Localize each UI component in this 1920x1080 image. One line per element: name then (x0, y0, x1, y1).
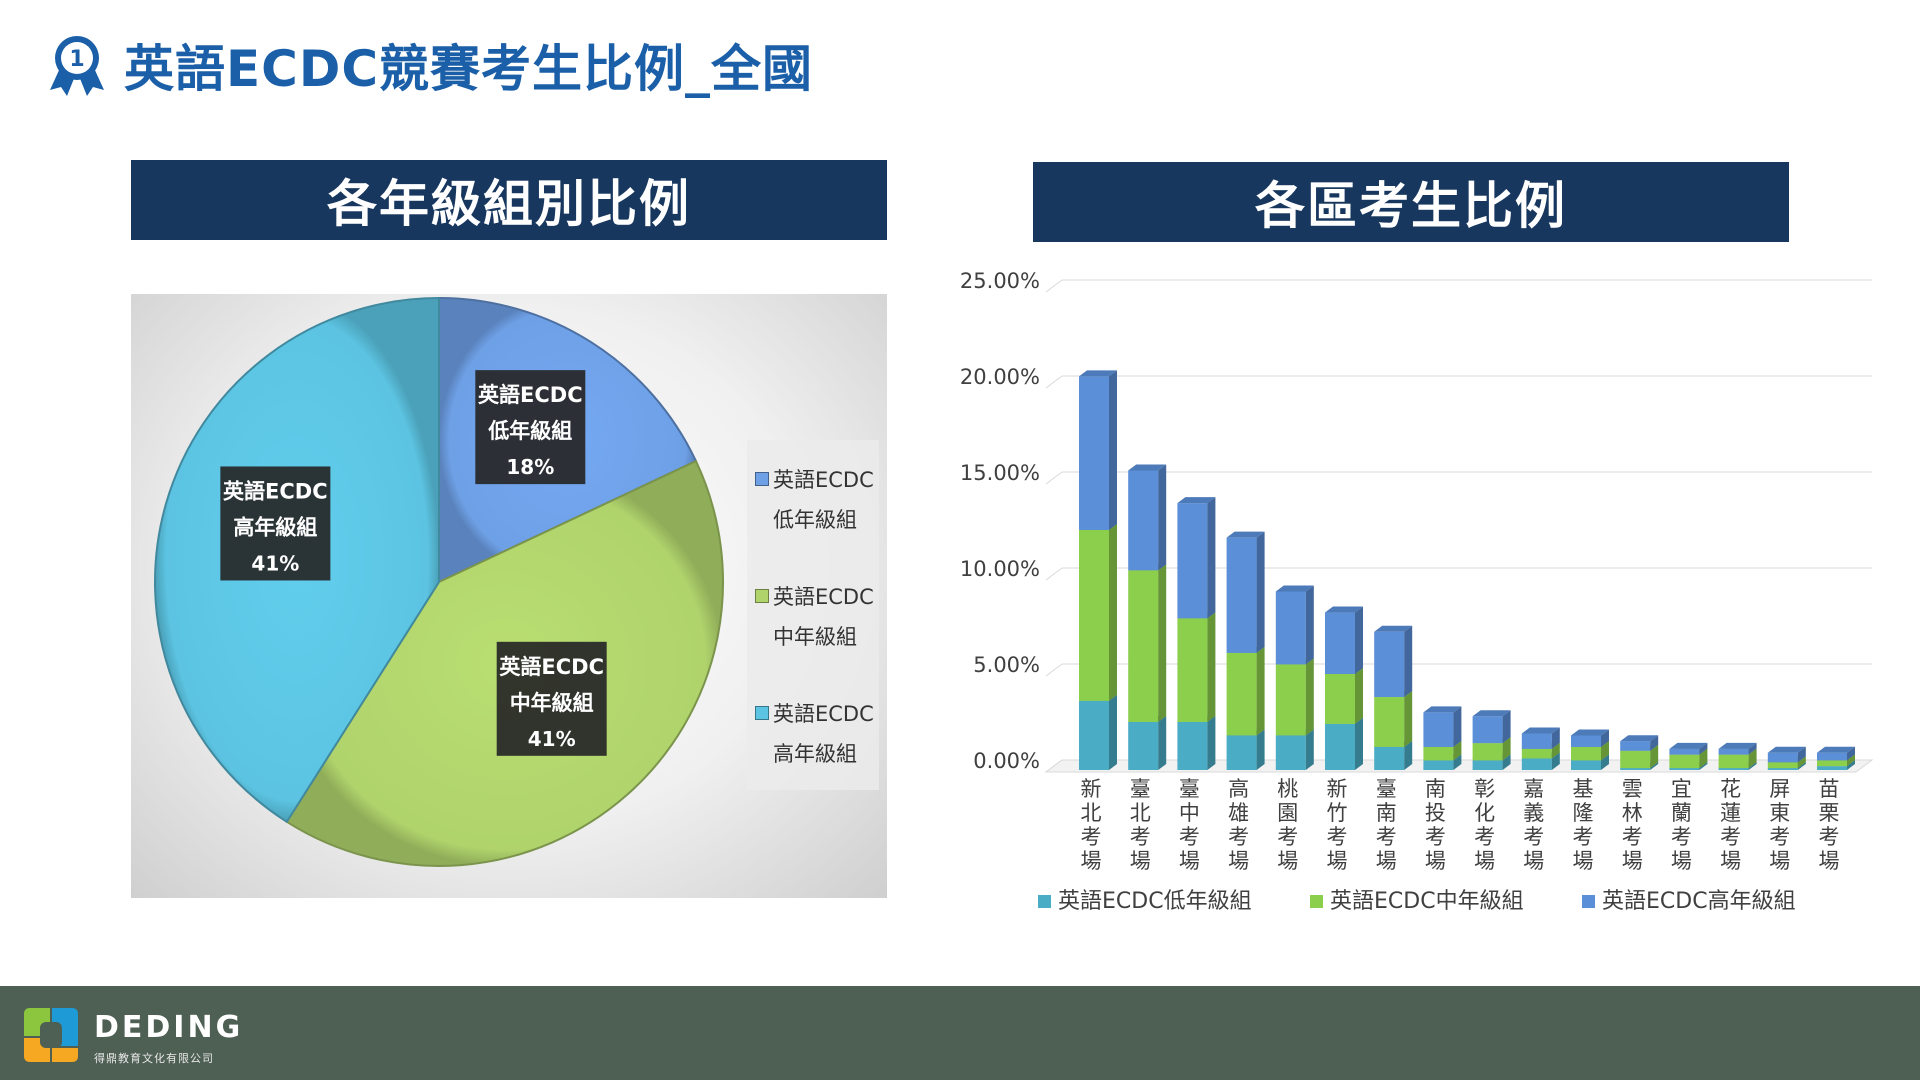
legend-swatch (755, 472, 769, 486)
bar-segment (1767, 746, 1806, 763)
svg-text:41%: 41% (251, 551, 299, 575)
x-tick-label: 基隆考場 (1573, 777, 1594, 873)
legend-swatch (1310, 895, 1323, 908)
bar-segment (1817, 746, 1855, 761)
bar-segment (1079, 370, 1117, 530)
stacked-bar-chart: 0.00% 5.00% 10.00% 15.00% 20.00% 25.00% 新北考場 臺北… (930, 270, 1880, 930)
x-tick-label: 臺中考場 (1179, 777, 1200, 873)
bar-segment (1620, 735, 1659, 751)
bar-segment (1079, 694, 1117, 770)
page-title: 英語ECDC競賽考生比例_全國 (124, 40, 814, 98)
x-tick-label: 新北考場 (1081, 777, 1102, 873)
pie-legend-label: 英語ECDC 低年級組 (773, 468, 874, 532)
bar-segment (1718, 742, 1757, 755)
footer-brand: DEDING (94, 1010, 244, 1045)
bar-segment (1521, 727, 1560, 749)
x-tick-label: 花蓮考場 (1720, 777, 1741, 873)
legend-swatch (1038, 895, 1051, 908)
bar-segment (1325, 668, 1363, 724)
y-tick-label: 0.00% (973, 749, 1040, 773)
footer: DEDING 得鼎教育文化有限公司 (0, 986, 1920, 1080)
legend-swatch (755, 706, 769, 720)
bar-segment (1128, 464, 1167, 571)
footer-subtitle: 得鼎教育文化有限公司 (94, 1052, 214, 1065)
bar-segment (1128, 564, 1167, 722)
x-tick-label: 宜蘭考場 (1671, 777, 1692, 873)
bar-legend-item: 英語ECDC中年級組 (1310, 889, 1524, 914)
bar-segment (1325, 717, 1363, 770)
bar-legend-label: 英語ECDC中年級組 (1330, 889, 1524, 914)
bar-segment (1669, 742, 1708, 755)
legend-swatch (755, 589, 769, 603)
bar-segment (1226, 646, 1265, 736)
pie-legend-label: 英語ECDC 中年級組 (773, 585, 874, 649)
legend-swatch (1582, 895, 1595, 908)
bar-segment (1374, 625, 1413, 698)
bar-segment (1423, 706, 1462, 747)
svg-text:高年級組: 高年級組 (233, 515, 317, 539)
award-ribbon-icon: 1 (50, 36, 104, 96)
svg-text:英語ECDC: 英語ECDC (478, 383, 583, 407)
bar-legend-item: 英語ECDC低年級組 (1038, 889, 1252, 914)
pie-data-label: 英語ECDC 高年級組 41% (220, 466, 331, 581)
pie-data-label: 英語ECDC 低年級組 18% (475, 370, 586, 485)
x-tick-label: 嘉義考場 (1523, 777, 1544, 873)
x-tick-label: 屏東考場 (1769, 777, 1790, 873)
pie-legend-label: 英語ECDC 高年級組 (773, 702, 874, 766)
svg-text:英語ECDC: 英語ECDC (223, 479, 328, 503)
bar-segment (1275, 729, 1314, 770)
svg-text:中年級組: 中年級組 (510, 691, 594, 715)
svg-text:41%: 41% (528, 727, 576, 751)
bar-segment (1128, 716, 1167, 770)
y-tick-label: 25.00% (960, 270, 1040, 293)
x-tick-label: 新竹考場 (1327, 777, 1348, 873)
x-tick-label: 南投考場 (1425, 777, 1446, 873)
svg-text:英語ECDC: 英語ECDC (499, 655, 604, 679)
bar-segment (1079, 524, 1117, 701)
bar-segment (1374, 691, 1413, 747)
svg-text:低年級組: 低年級組 (487, 419, 572, 443)
x-tick-label: 雲林考場 (1622, 777, 1643, 873)
pie-data-label: 英語ECDC 中年級組 41% (496, 641, 607, 756)
deding-logo-icon (24, 1008, 78, 1062)
bar-legend-item: 英語ECDC高年級組 (1582, 889, 1796, 914)
bar-segment (1472, 710, 1511, 744)
title-bar: 1 英語ECDC競賽考生比例_全國 (44, 30, 813, 100)
bar-chart-svg: 0.00% 5.00% 10.00% 15.00% 20.00% 25.00% 新北考場 臺北… (960, 270, 1874, 914)
bar-segment (1325, 606, 1363, 674)
section-header-region-ratio: 各區考生比例 (1033, 162, 1789, 242)
y-tick-label: 20.00% (960, 365, 1040, 389)
bar-segment (1177, 612, 1216, 722)
bar-segment (1177, 497, 1216, 619)
bar-segment (1177, 716, 1216, 770)
y-tick-label: 15.00% (960, 461, 1040, 485)
badge-number: 1 (69, 47, 84, 72)
section-header-grade-ratio: 各年級組別比例 (131, 160, 887, 240)
bar-segment (1275, 658, 1314, 736)
bar-segment (1571, 729, 1609, 747)
bar-segment (1275, 585, 1314, 665)
pie-chart: 英語ECDC 低年級組 18% 英語ECDC 中年級組 41% 英語ECDC 高年級組 41% … (131, 294, 887, 898)
bar-segment (1226, 531, 1265, 653)
y-tick-label: 10.00% (960, 557, 1040, 581)
x-tick-label: 臺北考場 (1130, 777, 1151, 873)
x-tick-label: 臺南考場 (1376, 777, 1397, 873)
pie-legend: 英語ECDC 低年級組 英語ECDC 中年級組 英語ECDC 高年級組 (747, 440, 879, 790)
x-tick-label: 苗栗考場 (1819, 777, 1840, 873)
x-tick-label: 高雄考場 (1228, 777, 1249, 873)
bar-legend-label: 英語ECDC高年級組 (1602, 889, 1796, 914)
x-tick-label: 彰化考場 (1474, 777, 1495, 873)
bar-legend-label: 英語ECDC低年級組 (1058, 889, 1252, 914)
pie-chart-svg: 英語ECDC 低年級組 18% 英語ECDC 中年級組 41% 英語ECDC 高年級組 41% (154, 296, 724, 867)
y-tick-label: 5.00% (973, 653, 1040, 677)
x-tick-label: 桃園考場 (1277, 777, 1298, 873)
bar-segment (1226, 729, 1265, 770)
svg-text:18%: 18% (506, 455, 554, 479)
